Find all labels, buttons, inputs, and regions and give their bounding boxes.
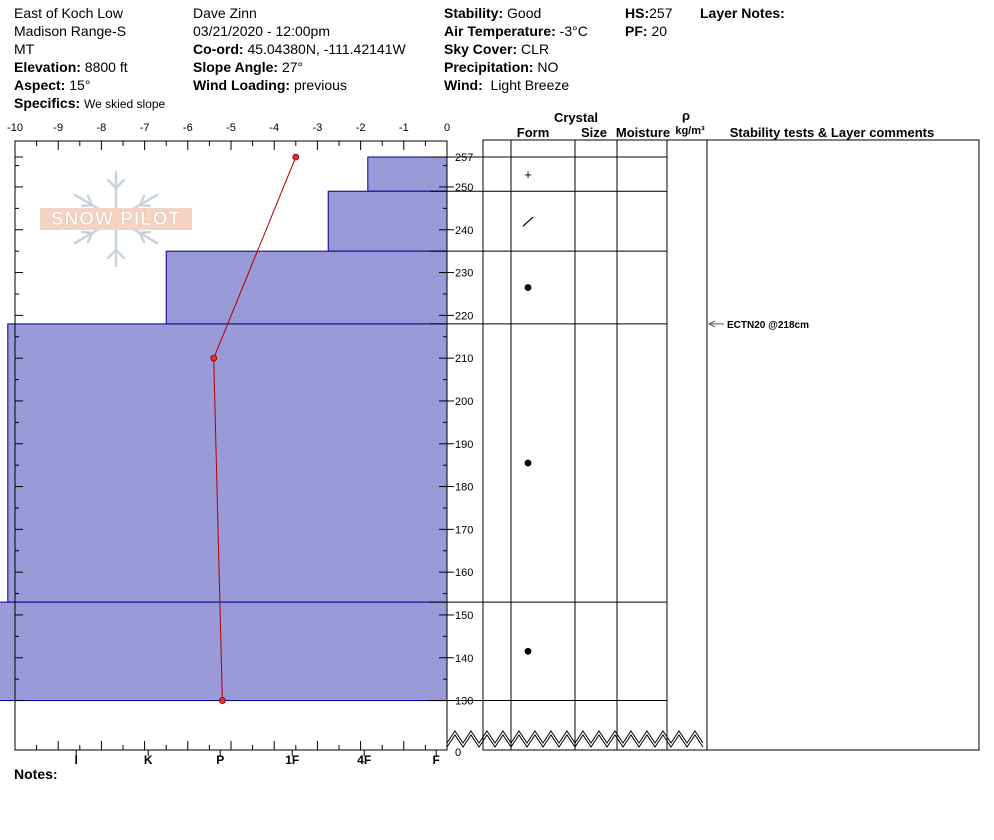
datetime: 03/21/2020 - 12:00pm: [193, 23, 330, 39]
location-line2: Madison Range-S: [14, 23, 127, 39]
hardness-tick-label: K: [144, 753, 153, 767]
specifics: Specifics: We skied slope: [14, 95, 166, 111]
temp-tick-label: -7: [140, 122, 150, 134]
location-line3: MT: [14, 41, 35, 57]
elevation: Elevation: 8800 ft: [14, 59, 128, 75]
height-tick-label: 140: [455, 653, 473, 665]
hardness-tick-label: I: [75, 753, 78, 767]
break-zigzag: [446, 734, 704, 748]
stability-test-arrowhead: [707, 320, 716, 328]
height-tick-label: 250: [455, 182, 473, 194]
pf: PF: 20: [625, 23, 668, 39]
coordinates: Co-ord: 45.04380N, -111.42141W: [193, 41, 406, 57]
height-tick-label: 240: [455, 225, 473, 237]
temp-tick-label: -5: [226, 122, 236, 134]
header-col1: East of Koch Low Madison Range-S MT Elev…: [14, 4, 165, 113]
grain-form-rounded: [524, 647, 532, 655]
header-col2: Dave Zinn 03/21/2020 - 12:00pm Co-ord: 4…: [193, 4, 406, 94]
temp-tick-label: -8: [97, 122, 107, 134]
aspect: Aspect: 15°: [14, 77, 91, 93]
sky-cover: Sky Cover: CLR: [444, 41, 550, 57]
grain-form-decomposing: [522, 216, 534, 227]
logo-text: SNOW PILOT: [51, 209, 181, 230]
height-tick-label: 180: [455, 482, 473, 494]
hardness-bar: [327, 190, 448, 252]
header-crystal: Crystal: [554, 110, 598, 125]
header-form: Form: [517, 125, 550, 140]
temperature-point: [292, 153, 300, 161]
break-zigzag: [446, 730, 704, 744]
hardness-tick-label: 1F: [285, 753, 299, 767]
hardness-bar: [165, 250, 448, 325]
temp-tick-label: -10: [7, 122, 23, 134]
hardness-bar: [367, 156, 448, 192]
stability-test-label: ECTN20 @218cm: [727, 320, 809, 331]
hardness-tick-label: P: [216, 753, 224, 767]
header-stability-comments: Stability tests & Layer comments: [730, 125, 934, 140]
precipitation: Precipitation: NO: [444, 59, 559, 75]
location-line1: East of Koch Low: [14, 5, 123, 21]
hardness-tick-label: F: [433, 753, 440, 767]
grain-form-precip: +: [524, 167, 532, 182]
height-tick-label: 230: [455, 268, 473, 280]
hardness-bar: [0, 601, 448, 702]
height-tick-label: 130: [455, 696, 473, 708]
temp-tick-label: -4: [269, 122, 279, 134]
height-tick-label: 150: [455, 610, 473, 622]
height-tick-label: 200: [455, 396, 473, 408]
grain-form-rounded: [524, 284, 532, 291]
stability-table-frame: [482, 139, 980, 751]
height-tick-label: 160: [455, 567, 473, 579]
header-rho: ρ: [682, 108, 690, 123]
layer-notes-label: Layer Notes:: [700, 5, 785, 21]
hs: HS:257: [625, 5, 673, 21]
header-moisture: Moisture: [616, 125, 670, 140]
header-col3: Stability: Good Air Temperature: -3°C Sk…: [444, 4, 588, 94]
air-temperature: Air Temperature: -3°C: [444, 23, 588, 39]
temp-tick-label: 0: [444, 122, 450, 134]
height-tick-label: 257: [455, 152, 473, 164]
height-tick-label: 170: [455, 524, 473, 536]
temperature-point: [218, 697, 226, 704]
height-tick-label: 0: [455, 747, 461, 759]
grain-form-rounded: [524, 459, 532, 467]
wind: Wind: Light Breeze: [444, 77, 570, 93]
temp-tick-label: -2: [356, 122, 366, 134]
snowpilot-logo: SNOW PILOT: [40, 170, 192, 268]
notes-label: Notes:: [14, 766, 58, 782]
slope-angle: Slope Angle: 27°: [193, 59, 304, 75]
temp-tick-label: -3: [313, 122, 323, 134]
temperature-point: [210, 354, 218, 362]
observer: Dave Zinn: [193, 5, 257, 21]
temp-tick-label: -9: [53, 122, 63, 134]
height-tick-label: 190: [455, 439, 473, 451]
stability: Stability: Good: [444, 5, 542, 21]
temp-tick-label: -6: [183, 122, 193, 134]
header-density-unit: kg/m³: [675, 125, 705, 137]
hardness-bar: [7, 323, 448, 603]
height-tick-label: 220: [455, 310, 473, 322]
header-size: Size: [581, 125, 607, 140]
temp-tick-label: -1: [399, 122, 409, 134]
wind-loading: Wind Loading: previous: [193, 77, 347, 93]
height-tick-label: 210: [455, 353, 473, 365]
hardness-tick-label: 4F: [357, 753, 371, 767]
header-col4: HS:257 PF: 20: [625, 4, 672, 40]
